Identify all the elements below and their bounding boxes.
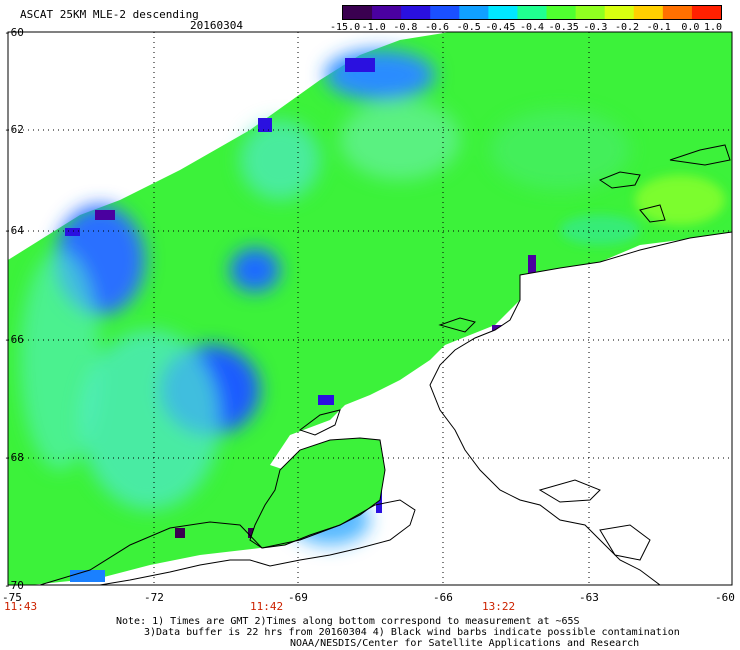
color-scale-label: 1.0 [704,22,723,33]
color-scale-label: -0.6 [425,22,450,33]
color-scale-swatch [488,6,518,19]
map-frame [7,31,733,586]
color-scale-swatch [372,6,402,19]
color-scale-label: -0.45 [485,22,516,33]
island-outline-1 [538,479,601,503]
color-scale-swatch [430,6,460,19]
southern-coastline [39,499,416,585]
color-scale-label: -0.5 [456,22,481,33]
island-outline-4 [669,144,731,166]
island-outline-2 [599,524,651,561]
lat-label: -64 [4,224,24,237]
color-scale-label: -0.35 [548,22,579,33]
antarctic-peninsula-coastline [429,231,732,585]
lon-label: -69 [288,591,308,604]
color-scale-bar [342,5,722,20]
cell [345,58,375,72]
cyan-band-1 [80,330,220,510]
lat-label: -68 [4,451,24,464]
lat-label: -66 [4,333,24,346]
color-scale-label: -0.1 [646,22,671,33]
color-scale-swatch [604,6,635,19]
color-scale-swatch [575,6,606,19]
note-line-3: NOAA/NESDIS/Center for Satellite Applica… [290,638,640,649]
island-outline-6 [298,409,341,436]
color-scale-swatch [662,6,693,19]
lat-label: -62 [4,123,24,136]
lon-label: -72 [144,591,164,604]
lime-patch [635,175,725,225]
anomaly-mid [230,248,280,292]
anomaly-north [325,50,435,100]
cell [65,228,80,236]
note-line-1: Note: 1) Times are GMT 2)Times along bot… [116,616,580,627]
island-outline-5 [438,317,476,333]
lon-label: -63 [579,591,599,604]
time-label: 11:43 [4,600,38,613]
map-date: 20160304 [190,19,243,32]
graticule [8,32,732,585]
island-outline-7 [639,204,666,223]
color-scale-label: -0.4 [520,22,545,33]
lon-label: -66 [433,591,453,604]
cell [95,210,115,220]
cyan-band-3 [240,120,320,200]
lat-label: -70 [4,579,24,592]
time-label: 11:42 [250,600,284,613]
lat-label: -60 [4,26,24,39]
color-scale-swatch [517,6,548,19]
color-scale-label: -1.0 [361,22,386,33]
color-scale-swatch [343,6,373,19]
color-scale-swatch [401,6,431,19]
green-band-1 [490,110,630,190]
island-outline-3 [598,171,641,189]
cell [70,570,105,582]
note-line-2: 3)Data buffer is 22 hrs from 20160304 4)… [144,627,680,638]
cell [318,395,334,405]
cyan-band-4 [340,100,460,180]
color-scale-label: 0.0 [681,22,700,33]
lon-label: -60 [715,591,735,604]
color-scale-label: -15.0 [330,22,361,33]
color-scale-swatch [633,6,664,19]
map-title: ASCAT 25KM MLE-2 descending [20,8,199,21]
time-label: 13:22 [482,600,516,613]
cell [175,528,185,538]
cyan-band-2 [20,250,100,470]
color-scale-label: -0.3 [583,22,608,33]
color-scale-swatch [459,6,489,19]
color-scale-label: -0.2 [615,22,640,33]
color-scale-swatch [546,6,577,19]
cell [258,118,272,132]
lon-label: -75 [2,591,22,604]
color-scale-swatch [691,6,721,19]
cyan-edge [560,215,640,245]
color-scale-label: -0.8 [393,22,418,33]
